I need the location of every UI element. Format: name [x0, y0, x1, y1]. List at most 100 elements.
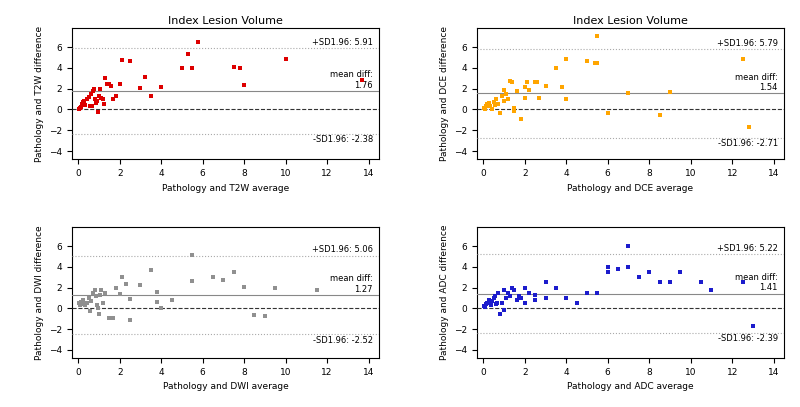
X-axis label: Pathology and DCE average: Pathology and DCE average [567, 184, 694, 193]
Point [560, 55, 573, 62]
Text: -SD1.96: -2.39: -SD1.96: -2.39 [718, 335, 778, 344]
Point [518, 83, 531, 90]
Point [480, 103, 493, 109]
Point [478, 303, 490, 309]
Point [105, 82, 118, 89]
X-axis label: Pathology and DWI average: Pathology and DWI average [162, 383, 288, 392]
Point [550, 284, 562, 291]
Text: mean diff:
1.76: mean diff: 1.76 [330, 70, 373, 90]
Text: -SD1.96: -2.52: -SD1.96: -2.52 [313, 336, 373, 345]
Text: mean diff:
1.54: mean diff: 1.54 [735, 73, 778, 92]
Point [310, 287, 323, 293]
Point [97, 300, 110, 306]
Point [494, 109, 506, 116]
Point [506, 79, 518, 86]
Point [124, 57, 137, 64]
Point [674, 269, 686, 275]
Point [581, 57, 594, 64]
Point [83, 308, 96, 315]
Point [742, 124, 755, 130]
Point [504, 293, 517, 299]
Point [98, 101, 110, 107]
Point [78, 300, 91, 306]
Point [94, 287, 107, 293]
Text: +SD1.96: 5.06: +SD1.96: 5.06 [312, 245, 373, 254]
Point [500, 91, 513, 97]
Point [94, 291, 106, 298]
Point [602, 109, 614, 116]
Point [483, 103, 496, 109]
Point [531, 79, 544, 86]
Point [97, 96, 110, 102]
Point [556, 83, 569, 90]
Point [508, 287, 521, 293]
Point [622, 243, 635, 249]
Point [154, 305, 167, 312]
Point [479, 304, 492, 311]
Text: -SD1.96: -2.71: -SD1.96: -2.71 [718, 139, 778, 148]
Point [144, 267, 157, 273]
Point [533, 95, 546, 101]
Point [89, 96, 102, 102]
Point [490, 96, 502, 102]
Title: Index Lesion Volume: Index Lesion Volume [168, 16, 283, 26]
Point [602, 269, 614, 275]
Point [165, 297, 178, 303]
Point [248, 311, 261, 318]
Point [591, 289, 604, 296]
Point [488, 293, 501, 299]
Point [498, 307, 510, 314]
Point [481, 300, 494, 306]
Point [114, 80, 126, 87]
Point [488, 102, 501, 109]
Y-axis label: Pathology and ADC difference: Pathology and ADC difference [440, 225, 449, 361]
Point [192, 39, 205, 45]
Point [506, 284, 518, 291]
Point [495, 93, 508, 99]
Point [479, 106, 492, 112]
Point [633, 274, 646, 280]
Point [500, 295, 513, 301]
Point [138, 74, 151, 81]
Point [539, 82, 552, 89]
Point [114, 291, 126, 297]
Point [484, 302, 497, 309]
Point [482, 100, 495, 107]
X-axis label: Pathology and ADC average: Pathology and ADC average [567, 383, 694, 392]
Point [495, 300, 508, 306]
Point [529, 79, 542, 86]
Point [83, 103, 96, 109]
Point [76, 101, 89, 107]
Point [705, 287, 718, 293]
Point [186, 278, 198, 284]
Point [502, 96, 514, 102]
Point [182, 51, 194, 58]
Point [107, 96, 120, 102]
Point [80, 300, 93, 306]
Point [98, 75, 111, 81]
Point [483, 299, 496, 305]
Point [480, 301, 493, 307]
Point [79, 102, 92, 109]
Point [94, 85, 106, 92]
Point [91, 305, 104, 312]
Point [119, 281, 132, 288]
Point [529, 297, 542, 303]
Point [90, 100, 102, 107]
Point [90, 293, 102, 299]
Text: mean diff:
1.27: mean diff: 1.27 [330, 274, 373, 294]
Point [491, 289, 504, 296]
Point [101, 80, 114, 87]
Point [736, 279, 749, 286]
Point [86, 88, 99, 94]
Point [75, 104, 88, 111]
Point [124, 317, 137, 323]
Point [653, 112, 666, 118]
Point [238, 283, 250, 290]
Point [134, 84, 147, 91]
Point [109, 284, 122, 291]
Title: Index Lesion Volume: Index Lesion Volume [573, 16, 688, 26]
Point [109, 93, 122, 99]
Point [82, 295, 95, 301]
Point [694, 279, 707, 286]
